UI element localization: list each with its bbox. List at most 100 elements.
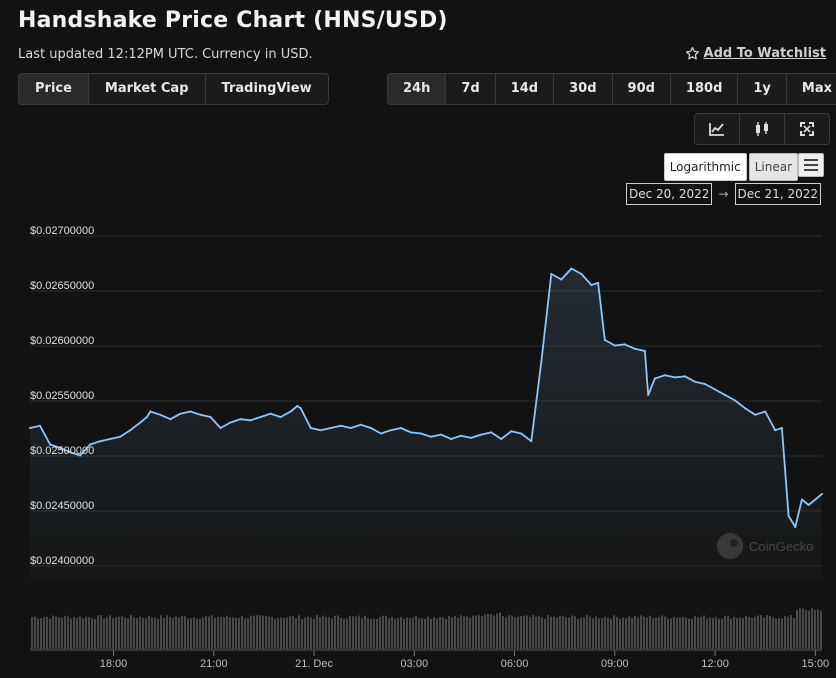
volume-bar	[697, 617, 699, 649]
volume-bar	[754, 616, 756, 649]
volume-bar	[100, 615, 102, 649]
volume-bar	[217, 617, 219, 649]
volume-bar	[70, 618, 72, 649]
fullscreen-button[interactable]	[785, 114, 829, 144]
volume-bar	[88, 617, 90, 649]
volume-bar	[634, 616, 636, 649]
linear-button[interactable]: Linear	[748, 153, 798, 181]
volume-bar	[532, 615, 534, 649]
period-max[interactable]: Max	[801, 81, 833, 96]
volume-bar	[466, 616, 468, 649]
volume-bar	[226, 615, 228, 649]
period-180d[interactable]: 180d	[671, 74, 739, 104]
tab-tradingview[interactable]: TradingView	[221, 81, 312, 96]
price-point	[39, 424, 41, 427]
volume-bar	[442, 617, 444, 649]
volume-bar	[142, 617, 144, 649]
volume-bar	[421, 618, 423, 649]
volume-bar	[328, 617, 330, 649]
volume-bar	[364, 615, 366, 649]
volume-bar	[238, 618, 240, 649]
volume-bar	[247, 617, 249, 649]
volume-bar	[313, 618, 315, 649]
price-point	[259, 416, 262, 418]
menu-icon	[804, 159, 818, 161]
candlestick-button[interactable]	[740, 114, 785, 144]
volume-bar	[499, 612, 501, 649]
volume-bar	[103, 618, 105, 649]
volume-bar	[649, 615, 651, 649]
volume-bar	[502, 616, 504, 649]
date-from-input[interactable]: Dec 20, 2022	[625, 183, 713, 205]
volume-bar	[457, 617, 459, 649]
volume-bar	[154, 617, 156, 649]
axes: $0.02700000 $0.02650000 $0.02600000 $0.0255…	[30, 225, 829, 670]
volume-bar	[424, 618, 426, 649]
volume-bar	[283, 618, 285, 649]
volume-bar	[178, 617, 180, 649]
x-tick-label: 12:00	[701, 658, 729, 670]
volume-bar	[610, 618, 612, 649]
date-range: Dec 20, 2022 → Dec 21, 2022	[625, 183, 821, 205]
volume-bar	[640, 615, 642, 649]
volume-bar	[241, 616, 243, 649]
chart-menu-button[interactable]	[798, 153, 824, 177]
period-1y[interactable]: 1y	[738, 74, 787, 104]
volume-bar	[685, 617, 687, 649]
volume-bar	[688, 618, 690, 649]
tab-price[interactable]: Price	[19, 74, 89, 104]
volume-bar	[373, 618, 375, 649]
volume-bar	[469, 617, 471, 649]
price-point	[653, 377, 656, 380]
volume-bar	[751, 618, 753, 649]
volume-bar	[259, 615, 261, 649]
volume-bar	[676, 617, 678, 649]
price-point	[159, 413, 162, 416]
volume-bar	[253, 615, 255, 649]
volume-bar	[211, 615, 213, 649]
volume-bar	[277, 617, 279, 649]
volume-bar	[193, 617, 195, 649]
line-chart-button[interactable]	[695, 114, 740, 144]
volume-bar	[817, 609, 819, 649]
period-24h[interactable]: 24h	[388, 74, 447, 104]
volume-bar	[718, 618, 720, 649]
volume-bar	[820, 610, 822, 649]
period-14d[interactable]: 14d	[496, 74, 555, 104]
line-chart-icon	[709, 123, 724, 136]
period-7d[interactable]: 7d	[446, 74, 496, 104]
period-90d[interactable]: 90d	[613, 74, 671, 104]
price-line	[29, 267, 823, 528]
volume-bar	[136, 618, 138, 649]
volume-bar	[265, 616, 267, 649]
volume-bar	[673, 617, 675, 649]
volume-bar	[340, 617, 342, 649]
price-point	[643, 350, 646, 352]
tab-market-cap[interactable]: Market Cap	[89, 74, 206, 104]
price-point	[603, 339, 606, 341]
volume-bar	[385, 615, 387, 649]
volume-bar	[448, 615, 450, 649]
volume-bar	[94, 618, 96, 649]
price-point	[500, 438, 503, 440]
volume-bar	[433, 617, 435, 649]
add-to-watchlist-link[interactable]: Add To Watchlist	[685, 46, 826, 61]
period-30d[interactable]: 30d	[554, 74, 613, 104]
volume-bar	[82, 618, 84, 649]
volume-bar	[244, 618, 246, 649]
volume-bar	[262, 615, 264, 649]
price-point	[674, 376, 676, 379]
volume-bar	[445, 618, 447, 649]
volume-bar	[592, 618, 594, 649]
logarithmic-button[interactable]: Logarithmic	[663, 153, 747, 181]
volume-bar	[199, 618, 201, 649]
volume-bar	[232, 617, 234, 649]
price-point	[787, 515, 790, 517]
price-point	[229, 421, 232, 424]
date-to-input[interactable]: Dec 21, 2022	[734, 183, 821, 205]
price-point	[399, 427, 402, 429]
volume-bar	[658, 617, 660, 649]
volume-bar	[712, 618, 714, 649]
volume-bar	[565, 616, 567, 649]
